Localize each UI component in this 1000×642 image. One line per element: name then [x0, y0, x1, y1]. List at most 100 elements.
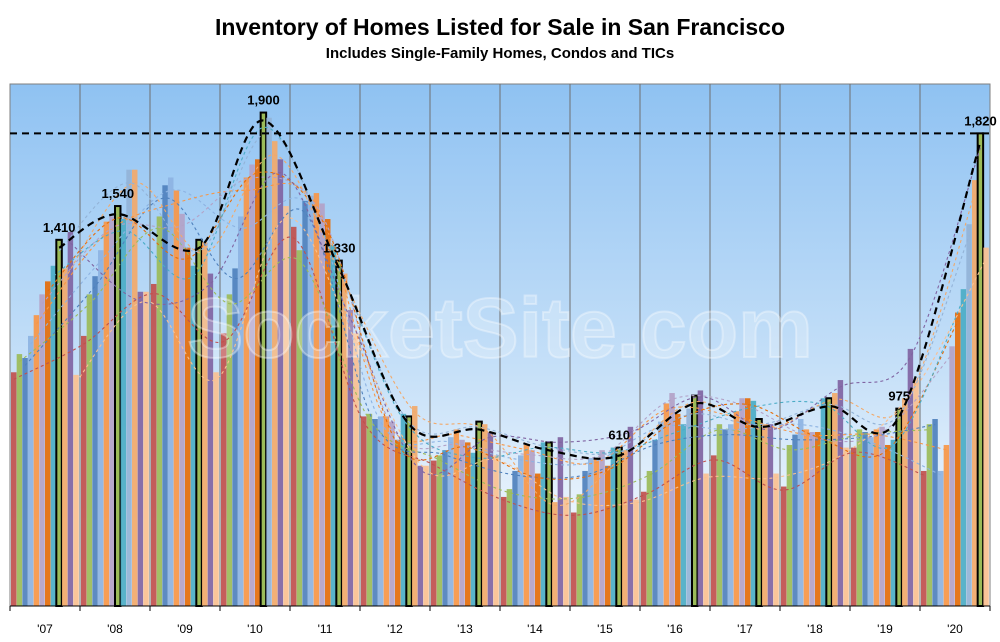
bar [103, 221, 110, 606]
bar [750, 400, 757, 606]
series-trend-line [64, 154, 976, 506]
bar [319, 203, 325, 606]
bar [190, 265, 197, 606]
bar [330, 245, 337, 606]
bar [62, 268, 68, 606]
chart-title: Inventory of Homes Listed for Sale in Sa… [214, 14, 786, 40]
data-label: 1,820 [964, 113, 997, 128]
bar [342, 273, 348, 606]
bar [582, 470, 588, 606]
bar [767, 424, 774, 606]
x-tick-label: '14 [527, 622, 543, 636]
bar [722, 429, 728, 606]
bar [92, 276, 98, 606]
bar [202, 242, 208, 607]
bar [132, 169, 138, 606]
x-tick-label: '20 [947, 622, 963, 636]
bar [226, 294, 233, 606]
bar [232, 268, 238, 606]
bar [67, 232, 74, 606]
x-tick-label: '15 [597, 622, 613, 636]
data-label: 975 [888, 389, 910, 404]
bar [781, 486, 787, 606]
bar [697, 390, 704, 606]
bar [913, 380, 919, 606]
bar [571, 512, 577, 606]
highlight-bar [976, 132, 985, 607]
bar [383, 416, 390, 606]
bar [675, 413, 681, 606]
bar [512, 470, 518, 606]
chart-subtitle: Includes Single-Family Homes, Condos and… [325, 45, 675, 62]
bar [50, 265, 57, 606]
bar [238, 216, 244, 606]
bar [291, 226, 297, 606]
bar [431, 460, 437, 606]
bar [552, 502, 558, 606]
bar [361, 416, 367, 606]
watermark: SocketSite.com [187, 281, 813, 375]
bar [98, 250, 104, 606]
bar [73, 374, 79, 606]
bar [938, 470, 944, 606]
bar [501, 496, 507, 606]
bar [518, 455, 524, 606]
bar [663, 403, 670, 606]
bar [972, 180, 978, 606]
bar [436, 455, 443, 606]
bar [168, 177, 174, 607]
bar [820, 398, 827, 606]
bar [815, 432, 821, 606]
bar [868, 437, 874, 606]
bar [557, 437, 564, 606]
bar [470, 452, 477, 606]
data-label: 1,330 [323, 241, 356, 256]
bar [185, 247, 191, 607]
bar [879, 426, 885, 606]
bar [11, 372, 17, 606]
bar [86, 294, 93, 606]
bar [400, 413, 407, 606]
bar [792, 434, 798, 606]
bar [221, 333, 227, 606]
x-tick-label: '09 [177, 622, 193, 636]
bar [243, 177, 250, 607]
series-trend-line [41, 176, 953, 460]
bar [109, 216, 115, 606]
bar [487, 432, 494, 606]
data-labels: 1,410 1,540 1,900 1,330 610 975 1,820 [43, 93, 997, 443]
bar [417, 465, 424, 606]
bar [442, 450, 448, 606]
bar [983, 247, 989, 607]
bar [932, 419, 938, 606]
bar [16, 354, 23, 606]
bar [627, 426, 634, 606]
bar [926, 424, 933, 606]
bar [179, 213, 185, 606]
bar [843, 447, 849, 606]
bar [803, 429, 810, 606]
x-tick-label: '17 [737, 622, 753, 636]
bar [733, 411, 740, 606]
bar [960, 289, 967, 606]
bar [529, 450, 535, 606]
x-tick-label: '19 [877, 622, 893, 636]
bar [313, 193, 320, 606]
x-tick-label: '07 [37, 622, 53, 636]
series-trend-line [53, 126, 964, 459]
bar [739, 398, 745, 606]
bar [255, 159, 261, 606]
series-trend-line [75, 217, 987, 507]
bar [711, 455, 717, 606]
bar [45, 281, 51, 606]
bar [669, 393, 675, 606]
bar [798, 419, 804, 606]
data-label: 610 [608, 428, 630, 443]
bar [173, 190, 180, 607]
bar [137, 291, 144, 606]
highlight-bar [114, 205, 122, 607]
bar [599, 450, 605, 606]
highlight-trend-line [58, 119, 982, 460]
bar [605, 465, 611, 606]
